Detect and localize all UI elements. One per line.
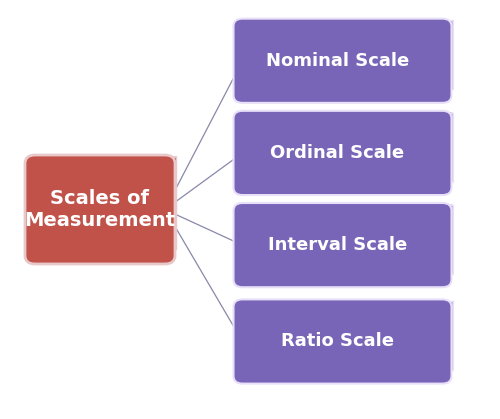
Text: Nominal Scale: Nominal Scale [266,52,409,70]
Polygon shape [35,157,176,163]
FancyBboxPatch shape [234,18,452,103]
Text: Ordinal Scale: Ordinal Scale [270,144,404,162]
Text: Scales of
Measurement: Scales of Measurement [24,189,176,230]
FancyBboxPatch shape [234,299,452,384]
Polygon shape [242,112,452,118]
Polygon shape [442,301,452,376]
FancyBboxPatch shape [234,111,452,195]
FancyBboxPatch shape [25,155,175,264]
Text: Ratio Scale: Ratio Scale [281,333,394,350]
Polygon shape [165,157,176,256]
Polygon shape [242,301,452,307]
Polygon shape [442,20,452,96]
Polygon shape [442,205,452,280]
Polygon shape [242,20,452,26]
Polygon shape [442,112,452,188]
Polygon shape [242,205,452,211]
FancyBboxPatch shape [234,203,452,287]
Text: Interval Scale: Interval Scale [268,236,407,254]
